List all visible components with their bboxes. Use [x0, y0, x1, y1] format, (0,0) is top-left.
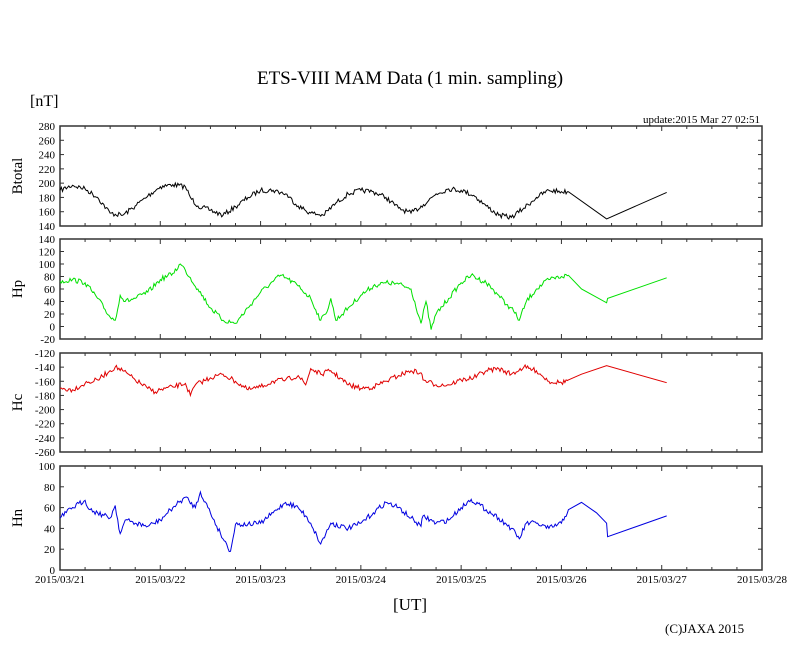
- panel-btotal: 280 260 240 220 200 180 160 140 Btotal: [10, 121, 763, 233]
- x-tick-label: 2015/03/24: [336, 574, 387, 586]
- series-hc-line: [59, 363, 667, 398]
- series-hp-line: [59, 263, 667, 330]
- y-tick-label: 0: [50, 322, 56, 334]
- y-tick-label: 20: [44, 309, 56, 321]
- y-tick-label: -160: [35, 376, 56, 388]
- panel-hc: -120 -140 -160 -180 -200 -220 -240 -260 Hc: [10, 348, 763, 459]
- panel-frame: [59, 125, 763, 227]
- y-tick-label: 40: [44, 297, 56, 309]
- y-tick-label: 280: [39, 121, 56, 133]
- x-tick-label: 2015/03/27: [637, 574, 688, 586]
- update-text: update:2015 Mar 27 02:51: [643, 114, 760, 126]
- x-tick-label: 2015/03/22: [135, 574, 185, 586]
- panel-label: Hc: [10, 393, 26, 411]
- y-tick-label: -140: [35, 362, 56, 374]
- y-tick-label: -220: [35, 419, 56, 431]
- y-tick-label: -180: [35, 390, 56, 402]
- y-tick-label: 160: [39, 207, 56, 219]
- x-tick-label: 2015/03/25: [436, 574, 487, 586]
- series-btotal-line: [59, 181, 667, 220]
- x-tick-label: 2015/03/21: [35, 574, 85, 586]
- y-tick-label: 40: [44, 523, 56, 535]
- y-tick-label: 80: [44, 482, 56, 494]
- series-hn-line: [59, 490, 667, 553]
- y-tick-label: 20: [44, 544, 56, 556]
- y-tick-label: 140: [39, 221, 56, 233]
- y-tick-label: -240: [35, 433, 56, 445]
- unit-label: [nT]: [30, 93, 58, 110]
- y-tick-label: 240: [39, 150, 56, 162]
- panel-label: Hn: [10, 508, 26, 527]
- y-tick-label: 140: [39, 234, 56, 246]
- y-tick-label: 60: [44, 284, 56, 296]
- y-tick-label: -20: [40, 334, 55, 346]
- x-tick-label: 2015/03/23: [236, 574, 287, 586]
- y-tick-label: 100: [39, 461, 56, 473]
- y-tick-label: 100: [39, 259, 56, 271]
- x-tick-label: 2015/03/28: [737, 574, 788, 586]
- y-tick-label: -120: [35, 348, 56, 360]
- y-tick-label: 60: [44, 503, 56, 515]
- panel-label: Btotal: [10, 158, 26, 195]
- y-tick-label: 0: [50, 565, 56, 577]
- panel-frame: [59, 352, 763, 453]
- y-tick-label: 220: [39, 164, 56, 176]
- y-tick-label: 120: [39, 247, 56, 259]
- chart-title: ETS-VIII MAM Data (1 min. sampling): [257, 68, 563, 89]
- y-tick-label: -260: [35, 447, 56, 459]
- y-tick-label: -200: [35, 405, 56, 417]
- y-tick-label: 200: [39, 178, 56, 190]
- y-tick-label: 260: [39, 135, 56, 147]
- x-axis-label: [UT]: [393, 595, 427, 614]
- copyright: (C)JAXA 2015: [665, 621, 744, 636]
- y-tick-label: 80: [44, 272, 56, 284]
- panel-hn: 100 80 60 40 20 0 Hn: [10, 461, 763, 577]
- panel-label: Hp: [10, 280, 26, 298]
- y-tick-label: 180: [39, 192, 56, 204]
- x-tick-label: 2015/03/26: [536, 574, 587, 586]
